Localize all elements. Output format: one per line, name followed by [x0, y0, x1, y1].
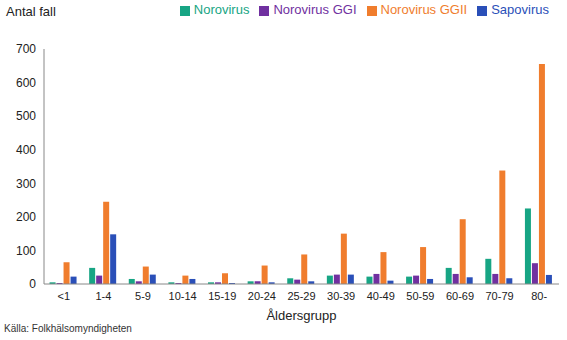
html-text:Norovirus GGII: Norovirus GGII: [380, 2, 468, 17]
svg-text:30-39: 30-39: [327, 290, 355, 302]
svg-text:80-: 80-: [531, 290, 547, 302]
svg-text:500: 500: [16, 109, 36, 123]
html-text:Norovirus GGI: Norovirus GGI: [273, 2, 357, 17]
html-text:Norovirus: Norovirus: [193, 2, 250, 17]
svg-text:300: 300: [16, 177, 36, 191]
svg-text:600: 600: [16, 76, 36, 90]
svg-text:700: 700: [16, 42, 36, 56]
svg-text:70-79: 70-79: [486, 290, 514, 302]
svg-text:15-19: 15-19: [208, 290, 236, 302]
svg-text:0: 0: [29, 277, 36, 291]
html-text:Antal fall: Antal fall: [6, 4, 56, 19]
svg-text:<1: <1: [58, 290, 71, 302]
svg-text:400: 400: [16, 143, 36, 157]
svg-text:10-14: 10-14: [169, 290, 197, 302]
svg-text:5-9: 5-9: [135, 290, 151, 302]
svg-text:20-24: 20-24: [248, 290, 276, 302]
svg-text:50-59: 50-59: [406, 290, 434, 302]
svg-text:40-49: 40-49: [367, 290, 395, 302]
html-text:Källa: Folkhälsomyndigheten: Källa: Folkhälsomyndigheten: [4, 323, 132, 334]
svg-text:25-29: 25-29: [287, 290, 315, 302]
svg-text:Åldersgrupp: Åldersgrupp: [266, 308, 336, 323]
svg-text:200: 200: [16, 210, 36, 224]
html-text:Sapovirus: Sapovirus: [491, 2, 549, 17]
svg-text:1-4: 1-4: [95, 290, 111, 302]
svg-text:60-69: 60-69: [446, 290, 474, 302]
svg-text:100: 100: [16, 244, 36, 258]
